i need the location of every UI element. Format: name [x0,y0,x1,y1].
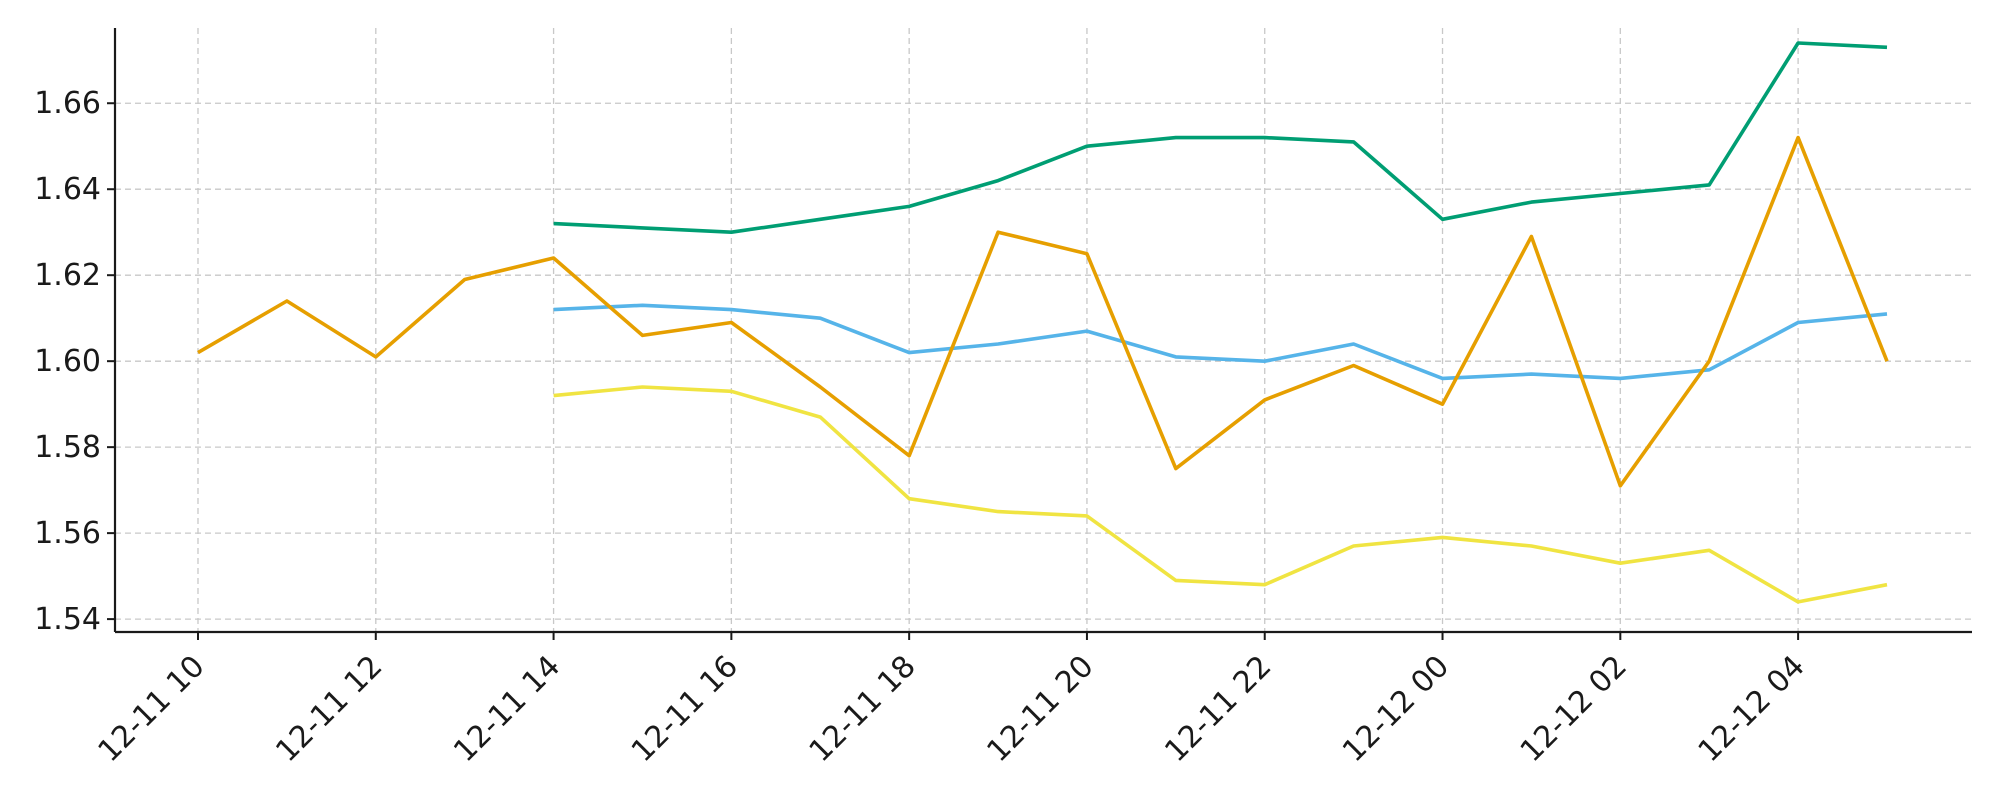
series-line [553,385,1888,604]
y-tick-label: 1.64 [34,172,101,207]
y-tick-label: 1.60 [34,344,101,379]
x-tick-label: 12-12 00 [1336,649,1456,769]
y-tick-label: 1.56 [34,516,101,551]
x-tick-label: 12-11 16 [625,649,745,769]
x-tick-label: 12-11 22 [1158,649,1278,769]
y-tick-label: 1.58 [34,430,101,465]
x-tick-label: 12-11 18 [803,649,923,769]
x-tick-label: 12-11 20 [980,649,1100,769]
axes [113,28,1972,634]
y-tick-label: 1.66 [34,86,101,121]
grid [115,28,1972,632]
series-line [197,135,1889,488]
y-tick-labels: 1.54 1.56 1.58 1.60 1.62 1.64 1.66 [34,86,115,637]
y-tick-label: 1.62 [34,258,101,293]
x-tick-label: 12-12 02 [1514,649,1634,769]
x-tick-label: 12-11 14 [447,649,567,769]
x-tick-labels: 12-11 10 12-11 12 12-11 14 12-11 16 12-11 18… [92,632,1812,769]
series-line [553,41,1888,234]
x-tick-label: 12-11 10 [92,649,212,769]
series-line [553,303,1888,381]
series-lines [197,41,1889,604]
y-tick-label: 1.54 [34,602,101,637]
x-tick-label: 12-12 04 [1692,649,1812,769]
x-tick-label: 12-11 12 [269,649,389,769]
